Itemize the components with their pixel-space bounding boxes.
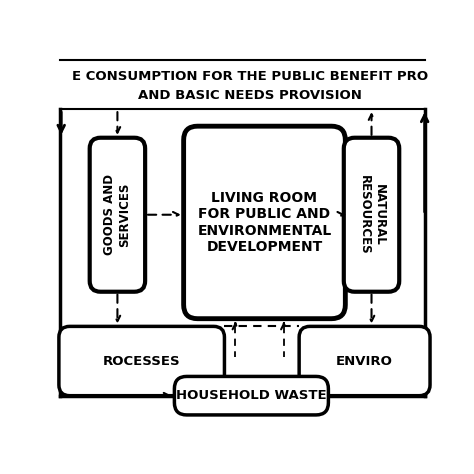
FancyBboxPatch shape [183,126,346,319]
Text: LIVING ROOM
FOR PUBLIC AND
ENVIRONMENTAL
DEVELOPMENT: LIVING ROOM FOR PUBLIC AND ENVIRONMENTAL… [197,191,332,254]
Text: HOUSEHOLD WASTE: HOUSEHOLD WASTE [176,389,327,402]
Text: GOODS AND
SERVICES: GOODS AND SERVICES [103,174,131,255]
FancyBboxPatch shape [299,327,430,396]
Text: AND BASIC NEEDS PROVISION: AND BASIC NEEDS PROVISION [138,89,362,102]
Text: E CONSUMPTION FOR THE PUBLIC BENEFIT PRO: E CONSUMPTION FOR THE PUBLIC BENEFIT PRO [72,70,428,82]
Text: NATURAL
RESOURCES: NATURAL RESOURCES [357,175,385,255]
FancyBboxPatch shape [174,376,328,415]
FancyBboxPatch shape [344,138,399,292]
FancyBboxPatch shape [90,138,145,292]
Text: ENVIRO: ENVIRO [336,355,393,367]
Text: ROCESSES: ROCESSES [103,355,181,367]
FancyBboxPatch shape [59,327,225,396]
